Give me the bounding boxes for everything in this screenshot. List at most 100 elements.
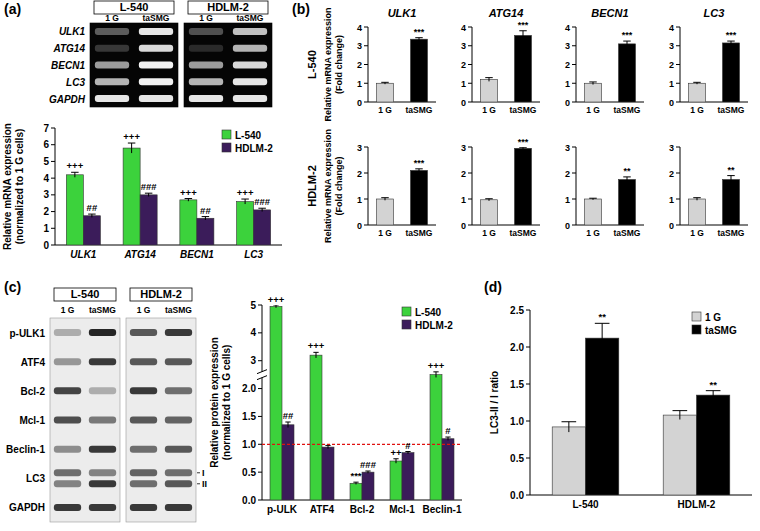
gel-band <box>189 45 223 52</box>
y-tick-label: 0 <box>43 240 49 251</box>
y-axis <box>472 147 473 225</box>
bar <box>66 175 83 245</box>
y-tick-label: 1.0 <box>242 439 256 450</box>
y-tick <box>364 83 368 84</box>
error-bar <box>623 177 630 182</box>
error-bar <box>433 372 438 378</box>
y-tick-label: 0.5 <box>242 467 256 478</box>
y-tick-label: 3 <box>357 143 362 153</box>
annotation: *** <box>350 470 361 481</box>
error-bar <box>313 352 318 358</box>
y-tick-label: 1.0 <box>510 416 524 427</box>
plot-area <box>552 323 730 495</box>
plot-area <box>585 41 636 102</box>
y-tick-label: 1 <box>43 223 49 234</box>
gel-band <box>54 469 81 476</box>
annotation: +++ <box>237 187 254 198</box>
error-cap <box>562 421 577 422</box>
gel-band <box>189 62 223 69</box>
error-bar <box>241 199 248 204</box>
y-tick <box>468 83 472 84</box>
gel-band <box>139 78 173 85</box>
gel-band <box>189 78 223 85</box>
y-tick-label: 1.5 <box>510 379 524 390</box>
error-bar <box>393 459 398 463</box>
error-line <box>627 177 628 182</box>
axis-break <box>257 376 267 380</box>
annotation: *** <box>414 27 425 37</box>
y-tick <box>364 147 368 148</box>
gel-band <box>54 504 81 511</box>
annotation: +++ <box>308 340 325 351</box>
y-tick-label: 7 <box>43 123 49 134</box>
error-cap <box>202 216 209 217</box>
legend-label: 1 G <box>705 312 721 323</box>
chart: 0.00.51.01.52.02.5LC3-II / I ratio****L-… <box>489 305 752 511</box>
error-cap <box>405 451 410 452</box>
gel-band <box>139 45 173 52</box>
gel-panel <box>184 23 272 107</box>
error-cap <box>445 437 450 438</box>
y-tick <box>572 225 576 226</box>
error-bar <box>727 176 734 184</box>
y-tick <box>468 45 472 46</box>
plot-area <box>481 147 532 225</box>
chart: 0123Relative mRNA expression(Fold change… <box>306 129 436 243</box>
bar <box>350 483 362 500</box>
error-line <box>627 41 628 47</box>
error-cap <box>589 198 596 199</box>
error-bar <box>415 38 422 41</box>
legend-swatch <box>692 312 701 321</box>
chart: 0123***1 GtaSMG <box>461 137 540 238</box>
y-tick <box>364 102 368 103</box>
error-line <box>328 445 329 448</box>
error-line <box>523 31 524 40</box>
y-tick-label: 4 <box>565 23 570 33</box>
gel-band <box>89 504 116 511</box>
annotation: ++ <box>390 447 402 458</box>
y-tick-label: 0 <box>461 221 466 231</box>
error-cap <box>258 208 265 209</box>
y-tick <box>676 64 680 65</box>
error-bar <box>353 482 358 484</box>
plot-area <box>585 177 636 225</box>
y-label: Relative protein expression <box>209 337 220 468</box>
annotation: +++ <box>428 360 445 371</box>
gel-panel <box>126 318 196 522</box>
error-bar <box>485 78 492 82</box>
error-bar <box>273 305 278 308</box>
legend: 1 GtaSMG <box>692 312 737 336</box>
gel-band <box>54 387 81 394</box>
y-tick-label: 3 <box>250 355 256 366</box>
error-cap <box>353 482 358 483</box>
y-tick-label: 4 <box>357 23 362 33</box>
error-line <box>288 422 289 428</box>
error-bar <box>365 471 370 473</box>
annotation: +++ <box>180 187 197 198</box>
gel-band <box>89 417 116 424</box>
error-bar <box>445 437 450 440</box>
error-bar <box>381 198 388 201</box>
chart: 01234567Relative mRNA expression(normali… <box>2 123 282 261</box>
y-tick <box>258 500 262 501</box>
error-cap <box>433 371 438 372</box>
bar <box>377 199 394 225</box>
y-axis <box>262 305 263 500</box>
error-cap <box>185 198 192 199</box>
bar <box>411 170 428 225</box>
legend-label: HDLM-2 <box>235 143 273 154</box>
gel-panel <box>90 23 178 107</box>
annotation: ** <box>709 379 717 390</box>
annotation: ## <box>200 205 211 216</box>
gel-band <box>130 329 157 336</box>
panel-label: (c) <box>4 279 21 295</box>
plot-area <box>66 143 270 245</box>
gel-band <box>95 95 129 102</box>
y-label: LC3-II / I ratio <box>489 371 500 434</box>
y-tick-label: 2 <box>461 60 466 70</box>
gel-band <box>139 62 173 69</box>
x-tick-label: taSMG <box>406 105 433 115</box>
gel: L-540HDLM-21 GtaSMG1 GtaSMGp-ULK1ATF4Bcl… <box>6 288 207 522</box>
y-tick <box>526 421 530 422</box>
y-tick-label: 3 <box>461 41 466 51</box>
